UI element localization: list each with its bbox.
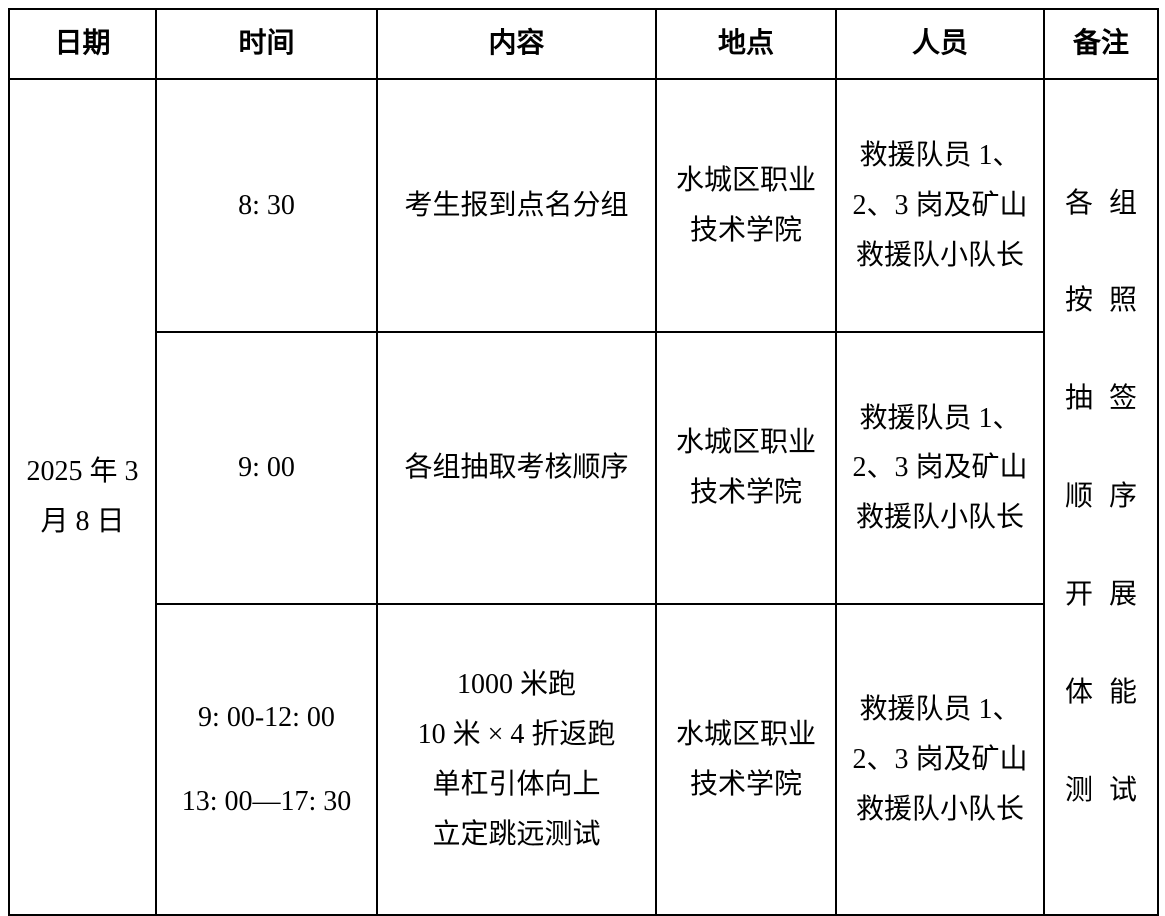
cell-remark: 各组 按照 抽签 顺序 开展 体能 测试 — [1043, 77, 1159, 916]
remark-line: 体能 — [1065, 669, 1137, 717]
remark-line: 各组 — [1065, 180, 1137, 228]
remark-char: 展 — [1108, 578, 1137, 610]
document-sheet: 日期 时间 内容 地点 人员 备注 2025 年 3 月 8 日 8: 30 考… — [8, 8, 1159, 916]
remark-char: 顺 — [1065, 481, 1094, 513]
cell-location-1: 水城区职业 技术学院 — [655, 77, 837, 334]
remark-line: 抽签 — [1065, 375, 1137, 423]
cell-personnel-1: 救援队员 1、 2、3 岗及矿山 救援队小队长 — [835, 77, 1045, 334]
remark-text: 各组 按照 抽签 顺序 开展 体能 测试 — [1065, 130, 1137, 865]
remark-line: 按照 — [1065, 277, 1137, 325]
cell-time-3: 9: 00-12: 00 13: 00—17: 30 — [155, 603, 378, 916]
table-row: 9: 00 各组抽取考核顺序 水城区职业 技术学院 救援队员 1、 2、3 岗及… — [9, 331, 1158, 606]
cell-date: 2025 年 3 月 8 日 — [8, 77, 157, 916]
header-cell-location: 地点 — [655, 8, 837, 80]
header-cell-content: 内容 — [376, 8, 657, 80]
remark-char: 签 — [1108, 383, 1137, 415]
table-header-row: 日期 时间 内容 地点 人员 备注 — [8, 8, 1159, 80]
remark-char: 序 — [1108, 481, 1137, 513]
header-cell-time: 时间 — [155, 8, 378, 80]
remark-char: 能 — [1108, 676, 1137, 708]
remark-line: 顺序 — [1065, 473, 1137, 521]
remark-char: 开 — [1065, 578, 1094, 610]
header-cell-date: 日期 — [8, 8, 157, 80]
table-row: 9: 00-12: 00 13: 00—17: 30 1000 米跑 10 米 … — [9, 603, 1158, 916]
cell-time-1: 8: 30 — [155, 77, 378, 334]
remark-char: 照 — [1108, 285, 1137, 317]
remark-char: 按 — [1065, 285, 1094, 317]
cell-location-2: 水城区职业 技术学院 — [655, 331, 837, 606]
cell-personnel-3: 救援队员 1、 2、3 岗及矿山 救援队小队长 — [835, 603, 1045, 916]
cell-content-1: 考生报到点名分组 — [376, 77, 657, 334]
cell-personnel-2: 救援队员 1、 2、3 岗及矿山 救援队小队长 — [835, 331, 1045, 606]
remark-char: 测 — [1065, 774, 1094, 806]
remark-char: 组 — [1108, 187, 1137, 219]
remark-char: 体 — [1065, 676, 1094, 708]
remark-char: 各 — [1065, 187, 1094, 219]
remark-line: 开展 — [1065, 571, 1137, 619]
cell-content-3: 1000 米跑 10 米 × 4 折返跑 单杠引体向上 立定跳远测试 — [376, 603, 657, 916]
cell-content-2: 各组抽取考核顺序 — [376, 331, 657, 606]
header-cell-personnel: 人员 — [835, 8, 1045, 80]
schedule-table: 日期 时间 内容 地点 人员 备注 2025 年 3 月 8 日 8: 30 考… — [8, 8, 1159, 916]
remark-line: 测试 — [1065, 767, 1137, 815]
table-row: 2025 年 3 月 8 日 8: 30 考生报到点名分组 水城区职业 技术学院… — [8, 77, 1159, 916]
cell-time-2: 9: 00 — [155, 331, 378, 606]
cell-location-3: 水城区职业 技术学院 — [655, 603, 837, 916]
remark-char: 抽 — [1065, 383, 1094, 415]
header-cell-remark: 备注 — [1043, 8, 1159, 80]
remark-char: 试 — [1108, 774, 1137, 806]
